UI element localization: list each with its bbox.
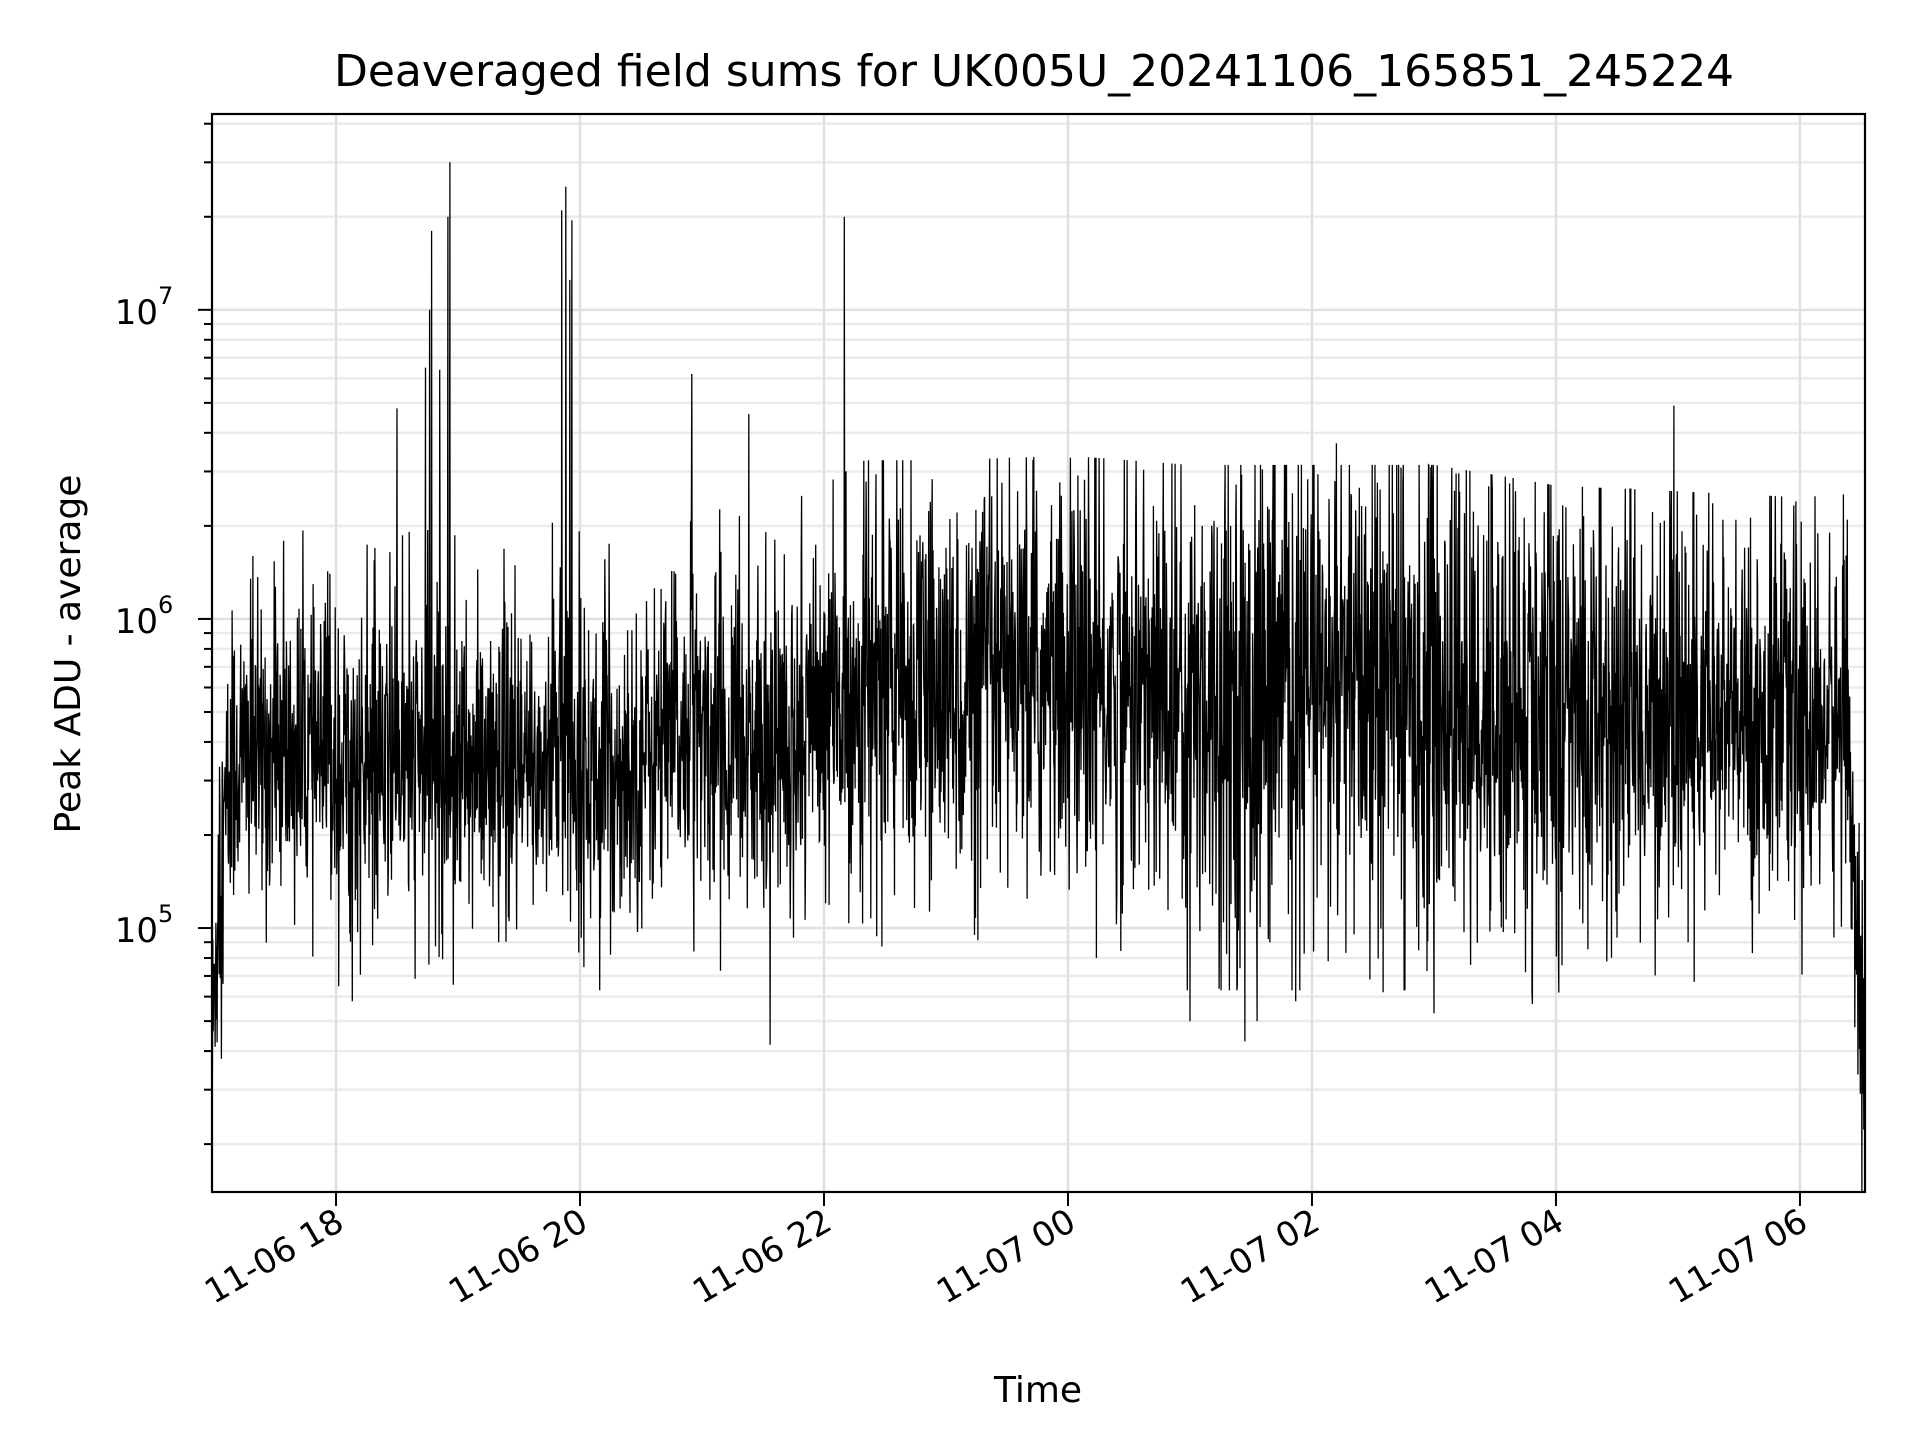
y-axis-label: Peak ADU - average (48, 475, 89, 834)
series-line (211, 162, 1866, 1193)
series-group (211, 162, 1866, 1193)
y-tick-label: 10 (115, 293, 158, 333)
y-tick-exponent: 6 (158, 591, 173, 619)
y-tick-exponent: 7 (158, 282, 173, 310)
y-tick-label: 10 (115, 911, 158, 951)
y-tick-label: 10 (115, 602, 158, 642)
plot-frame (210, 112, 1867, 1194)
x-axis-label: Time (993, 1370, 1082, 1411)
y-tick-exponent: 5 (158, 900, 173, 928)
chart-title: Deaveraged field sums for UK005U_2024110… (334, 46, 1734, 97)
